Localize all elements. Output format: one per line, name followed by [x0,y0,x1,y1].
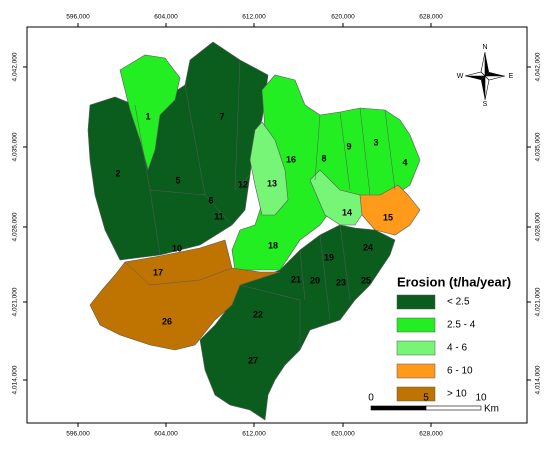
x-tick-label: 628,000 [419,14,443,21]
legend-swatch [396,340,436,356]
compass-letter: E [509,73,514,80]
subbasin-label: 21 [291,274,301,284]
y-tick-label: 4,035,000 [12,132,19,161]
subbasin-label: 23 [336,277,346,287]
subbasin-label: 3 [373,137,378,147]
region [89,239,281,351]
x-tick-label: 596,000 [66,431,90,438]
y-tick-label: 4,021,000 [12,287,19,316]
subbasin-label: 12 [238,179,248,189]
subbasin-label: 8 [321,153,326,163]
subbasin-label: 22 [253,309,263,319]
y-tick-label: 4,014,000 [12,365,19,394]
x-tick-label: 596,000 [66,14,90,21]
legend-swatch [396,294,436,310]
y-tick-label: 4,035,000 [535,132,542,161]
subbasin-label: 18 [268,240,278,250]
y-tick-label: 4,042,000 [535,52,542,81]
x-tick-label: 628,000 [419,431,443,438]
scale-label: 10 [475,393,487,404]
subbasin-label: 2 [115,168,120,178]
subbasin-label: 20 [310,275,320,285]
legend-label: > 10 [447,389,467,400]
scale-label: 0 [368,393,374,404]
coordinate-ticks: 596,000 596,000 604,000 604,000 612,000 612,0… [12,14,542,438]
subbasin-label: 11 [214,211,224,221]
legend-swatch [396,363,436,379]
subbasin-label: 27 [248,355,258,365]
region [249,121,289,216]
internal-boundaries [124,59,396,350]
y-tick-label: 4,014,000 [535,365,542,394]
legend-swatch [396,386,436,402]
north-arrow: N S W E [457,44,514,108]
subbasin-label: 10 [172,243,182,253]
legend-label: 4 - 6 [447,343,467,354]
subbasin-label: 16 [286,154,296,164]
subbasin-label: 4 [402,157,407,167]
legend-label: 2.5 - 4 [447,320,476,331]
subbasin-label: 5 [175,175,180,185]
subbasin-label: 13 [267,178,277,188]
legend-label: < 2.5 [447,297,470,308]
subbasin-label: 25 [361,275,371,285]
region [119,54,181,172]
subbasin-label: 26 [162,316,172,326]
subbasin-label: 6 [208,195,213,205]
scale-bar: 0 5 10 Km [368,393,499,415]
subbasin-label: 14 [342,207,352,217]
subbasin-label: 7 [219,111,224,121]
subbasin-label: 9 [346,141,351,151]
subbasin-label: 17 [153,267,163,277]
x-tick-label: 612,000 [242,431,266,438]
subbasin-label: 19 [324,252,334,262]
legend-label: 6 - 10 [447,366,473,377]
y-tick-label: 4,042,000 [12,52,19,81]
y-tick-label: 4,028,000 [12,212,19,241]
legend: < 2.5 2.5 - 4 4 - 6 6 - 10 > 10 [396,294,476,402]
y-tick-label: 4,028,000 [535,212,542,241]
x-tick-label: 604,000 [154,431,178,438]
subbasin-label: 1 [145,111,150,121]
compass-letter: W [457,73,464,80]
scale-unit: Km [484,404,499,415]
subbasin-label: 24 [363,242,373,252]
compass-letter: N [482,44,487,51]
legend-title: Erosion (t/ha/year) [397,274,511,289]
y-tick-label: 4,021,000 [535,287,542,316]
x-tick-label: 612,000 [242,14,266,21]
x-tick-label: 604,000 [154,14,178,21]
compass-letter: S [483,101,488,108]
legend-swatch [396,317,436,333]
x-tick-label: 620,000 [331,14,355,21]
subbasin-label: 15 [383,212,393,222]
x-tick-label: 620,000 [331,431,355,438]
region [359,184,421,236]
scale-label: 5 [423,393,429,404]
watershed [87,41,421,421]
